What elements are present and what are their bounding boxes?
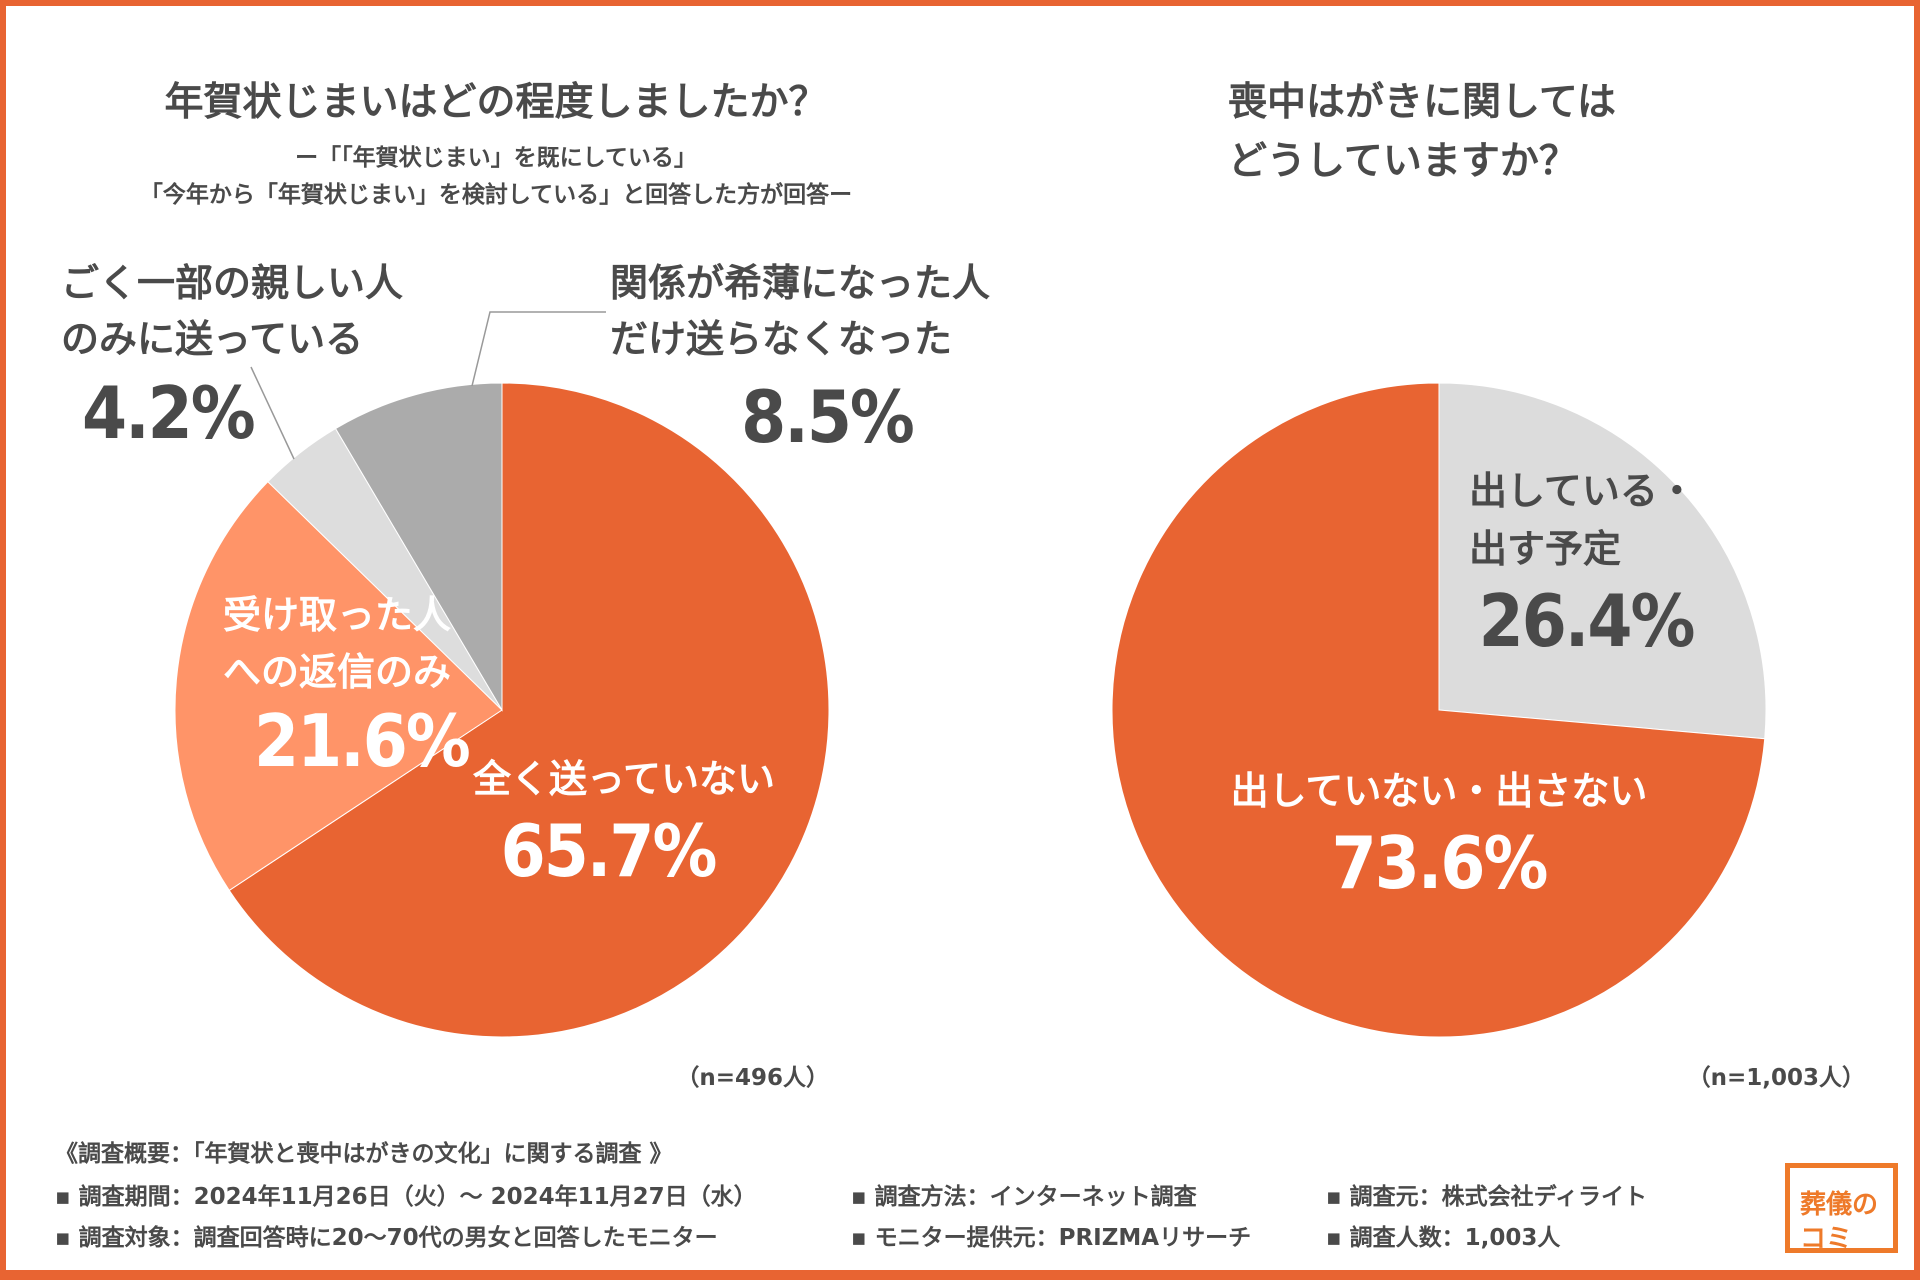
chart1-subtitle-2: 「今年から「年賀状じまい」を検討している」と回答した方が回答ー — [139, 182, 853, 208]
label-distant-1: 関係が希薄になった人 — [610, 261, 991, 305]
pct-reply: 21.6% — [254, 699, 471, 783]
label-none: 全く送っていない — [472, 757, 776, 801]
pct-send: 26.4% — [1478, 579, 1696, 663]
chart2-title-1: 喪中はがきに関しては — [1228, 80, 1617, 125]
label-send-1: 出している・ — [1469, 469, 1696, 513]
footer-target: ▪ 調査対象：調査回答時に20～70代の男女と回答したモニター — [55, 1225, 718, 1251]
logo: 葬儀の コミ — [1785, 1163, 1898, 1254]
footer-count: ▪ 調査人数：1,003人 — [1326, 1225, 1561, 1251]
chart1-n: （n=496人） — [676, 1065, 829, 1091]
chart2-title-2: どうしていますか？ — [1228, 139, 1578, 184]
pie-slice-0 — [228, 382, 830, 1038]
footer-provider: ▪ モニター提供元：PRIZMAリサーチ — [851, 1225, 1252, 1251]
pct-none: 65.7% — [500, 809, 718, 893]
leader-line-4-2 — [250, 366, 295, 460]
pct-distant: 8.5% — [741, 375, 915, 459]
chart2-n: （n=1,003人） — [1687, 1065, 1865, 1091]
label-reply-2: への返信のみ — [223, 650, 452, 694]
pie-slice-1 — [174, 480, 503, 892]
footer-period: ▪ 調査期間：2024年11月26日（火）～ 2024年11月27日（水） — [55, 1184, 757, 1210]
label-reply-1: 受け取った人 — [223, 593, 452, 637]
label-send-2: 出す予定 — [1469, 527, 1622, 571]
chart1-title: 年賀状じまいはどの程度しましたか？ — [164, 80, 828, 125]
pie-chart-nengajo — [174, 382, 830, 1038]
chart1-subtitle-1: ー「「年賀状じまい」を既にしている」 — [295, 145, 697, 171]
pct-partial: 4.2% — [82, 371, 256, 455]
footer-heading: 《調査概要：「年賀状と喪中はがきの文化」に関する調査 》 — [55, 1141, 673, 1167]
label-distant-2: だけ送らなくなった — [610, 317, 953, 361]
logo-line1: 葬儀の — [1800, 1190, 1879, 1220]
leader-line-8-5 — [471, 311, 606, 387]
label-partial-1: ごく一部の親しい人 — [61, 261, 404, 305]
pie-slice-1 — [1111, 382, 1766, 1038]
pie-chart-mochu — [1111, 382, 1767, 1038]
pct-not-send: 73.6% — [1331, 821, 1549, 905]
label-not-send: 出していない・出さない — [1230, 769, 1648, 813]
footer-method: ▪ 調査方法：インターネット調査 — [851, 1184, 1197, 1210]
logo-line2: コミ — [1800, 1224, 1853, 1254]
pie-slice-3 — [334, 382, 503, 712]
label-partial-2: のみに送っている — [61, 317, 364, 361]
footer-source: ▪ 調査元：株式会社ディライト — [1326, 1184, 1647, 1210]
pie-slice-0 — [1438, 382, 1767, 740]
